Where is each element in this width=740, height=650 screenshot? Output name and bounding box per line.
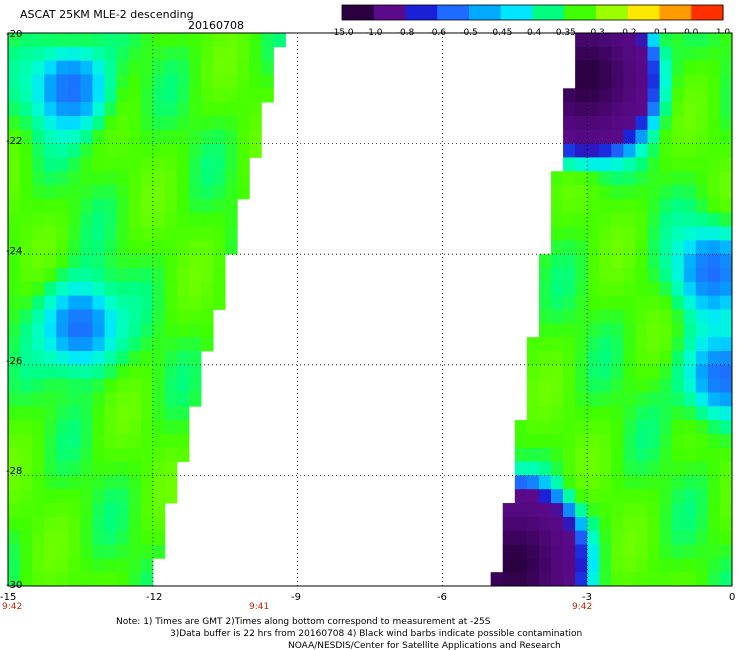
colorbar-swatch bbox=[627, 5, 661, 20]
colorbar-swatch bbox=[691, 5, 724, 20]
x-tick-label: 0 bbox=[729, 592, 735, 603]
colorbar-swatch bbox=[405, 5, 438, 20]
grid-lines bbox=[8, 33, 732, 586]
colorbar-swatch bbox=[437, 5, 470, 20]
map-date: 20160708 bbox=[188, 19, 244, 32]
note-line-1: Note: 1) Times are GMT 2)Times along bot… bbox=[116, 617, 491, 627]
colorbar-swatch bbox=[596, 5, 629, 20]
colorbar-swatch bbox=[659, 5, 692, 20]
colorbar bbox=[341, 4, 724, 21]
note-line-2: 3)Data buffer is 22 hrs from 20160708 4)… bbox=[170, 629, 582, 639]
wind-field bbox=[8, 33, 733, 587]
note-line-3: NOAA/NESDIS/Center for Satellite Applica… bbox=[288, 641, 561, 650]
time-label: 9:42 bbox=[2, 602, 22, 612]
map-title: ASCAT 25KM MLE-2 descending bbox=[20, 8, 194, 21]
colorbar-swatch bbox=[373, 5, 407, 20]
x-tick-label: -9 bbox=[291, 592, 301, 603]
colorbar-swatch bbox=[342, 5, 375, 20]
y-axis-labels: -20 -22 -24 -26 -28 -30 bbox=[6, 29, 22, 591]
colorbar-swatch bbox=[532, 5, 565, 20]
x-tick-label: -3 bbox=[582, 592, 592, 603]
x-tick-label: -12 bbox=[146, 592, 162, 603]
y-tick-label: -30 bbox=[6, 580, 22, 591]
y-tick-label: -24 bbox=[6, 246, 22, 257]
time-label: 9:42 bbox=[572, 602, 592, 612]
colorbar-swatch bbox=[469, 5, 502, 20]
y-tick-label: -28 bbox=[6, 466, 22, 477]
x-tick-label: -6 bbox=[437, 592, 447, 603]
y-tick-label: -26 bbox=[6, 356, 22, 367]
colorbar-swatch bbox=[564, 5, 597, 20]
y-tick-label: -22 bbox=[6, 136, 22, 147]
colorbar-swatch bbox=[500, 5, 534, 20]
time-label: 9:41 bbox=[249, 602, 269, 612]
x-axis-labels: -15 -12 -9 -6 -3 0 bbox=[0, 592, 735, 603]
x-tick-label: -15 bbox=[0, 592, 16, 603]
map-frame bbox=[7, 32, 733, 587]
y-tick-label: -20 bbox=[6, 29, 22, 40]
